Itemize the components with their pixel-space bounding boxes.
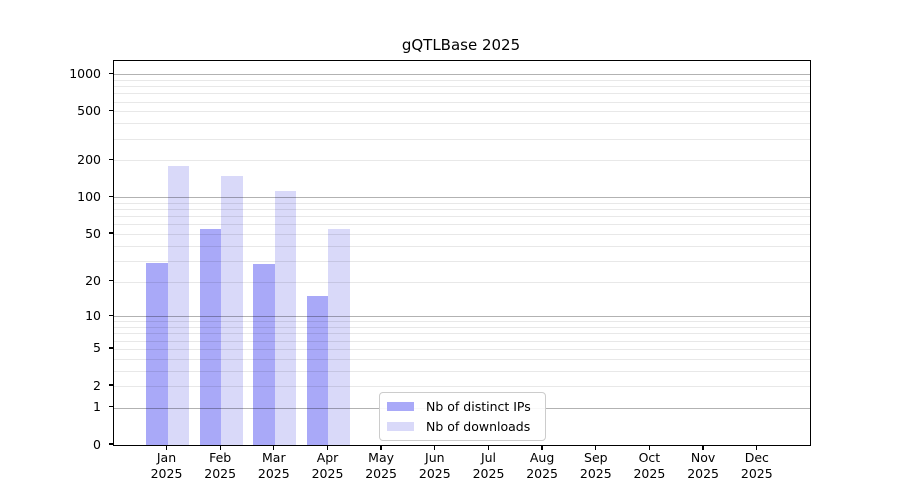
gridline-minor [114,216,810,218]
y-tick [109,72,113,74]
gridline-minor [114,234,810,235]
bar-downloads [274,191,297,445]
gridline-minor [114,386,810,388]
x-tick [273,445,275,450]
grid-layer [114,61,810,445]
y-tick [109,406,113,408]
gridline-minor [114,245,810,247]
x-tick [326,445,329,450]
y-tick [109,195,113,198]
gridline-minor [114,370,810,372]
gridline-minor [114,260,810,262]
y-tick-label: 1000 [69,65,101,81]
chart-title: gQTLBase 2025 [401,36,521,54]
gridline-minor [114,224,810,226]
bar-distinct-ips [306,296,329,445]
y-tick-label: 5 [93,340,101,356]
gridline-minor [114,101,810,103]
x-tick-label: Aug 2025 [526,450,558,481]
bar-downloads [167,166,189,445]
gridline-minor [114,86,810,88]
x-tick [380,445,382,450]
y-tick [109,109,113,112]
gridline-major [114,74,810,76]
legend-item-downloads: Nb of downloads [387,419,537,434]
x-tick-label: Jan 2025 [150,450,183,481]
y-tick [109,232,113,234]
x-tick-label: May 2025 [365,450,397,481]
legend-label: Nb of distinct IPs [426,399,531,414]
bar-downloads [221,175,243,445]
y-tick-label: 100 [77,188,101,204]
gridline-minor [114,333,810,335]
y-tick-label: 1 [93,399,101,415]
x-tick [702,445,704,450]
y-tick-label: 200 [77,151,101,167]
legend-label: Nb of downloads [426,419,531,434]
legend-swatch-downloads [387,421,414,432]
gridline-minor [114,111,810,113]
y-tick-label: 500 [77,102,101,118]
x-tick [756,445,758,450]
x-tick-label: Nov 2025 [687,450,719,481]
gridline-minor [114,348,810,350]
x-tick-label: Jun 2025 [418,450,451,481]
x-tick-label: Feb 2025 [204,450,237,481]
y-tick [109,384,113,386]
x-tick [487,445,490,450]
gridline-minor [114,327,810,329]
gridline-minor [114,340,810,342]
x-tick [434,445,436,450]
gridline-minor [114,93,810,95]
gridline-minor [114,160,810,162]
bar-downloads [328,229,350,445]
y-tick [109,443,113,445]
bars-layer [114,61,810,445]
y-tick [109,279,113,282]
y-tick-label: 20 [85,273,101,289]
x-tick [648,445,651,450]
gridline-minor [114,281,810,283]
legend: Nb of distinct IPs Nb of downloads [379,392,546,441]
legend-item-distinct-ips: Nb of distinct IPs [387,399,537,414]
y-tick-label: 0 [93,436,101,452]
x-tick-label: Jul 2025 [472,450,505,481]
y-tick-label: 50 [85,225,101,241]
plot-area: Nb of distinct IPs Nb of downloads [113,60,811,446]
gridline-minor [114,79,810,81]
y-tick [109,347,113,349]
y-tick-label: 2 [93,377,101,393]
x-tick [595,445,597,450]
y-tick-label: 10 [85,307,101,323]
gridline-minor [114,358,810,360]
x-tick-label: Mar 2025 [257,450,290,481]
x-tick-label: Apr 2025 [311,450,344,481]
x-tick-label: Sep 2025 [579,450,612,481]
x-tick [541,445,543,450]
bar-distinct-ips [146,262,168,445]
x-tick [219,445,221,450]
x-tick [165,445,168,450]
y-tick [109,314,113,316]
legend-swatch-distinct-ips [387,401,414,412]
y-tick [109,158,113,161]
x-tick-label: Oct 2025 [633,450,666,481]
gridline-minor [114,123,810,125]
gridline-minor [114,209,810,211]
x-tick-label: Dec 2025 [740,450,773,481]
gridline-minor [114,321,810,323]
bar-distinct-ips [253,264,275,445]
gridline-minor [114,203,810,204]
gridline-major [114,316,810,318]
gridline-major [114,197,810,199]
bar-distinct-ips [199,229,222,445]
gridline-minor [114,138,810,140]
